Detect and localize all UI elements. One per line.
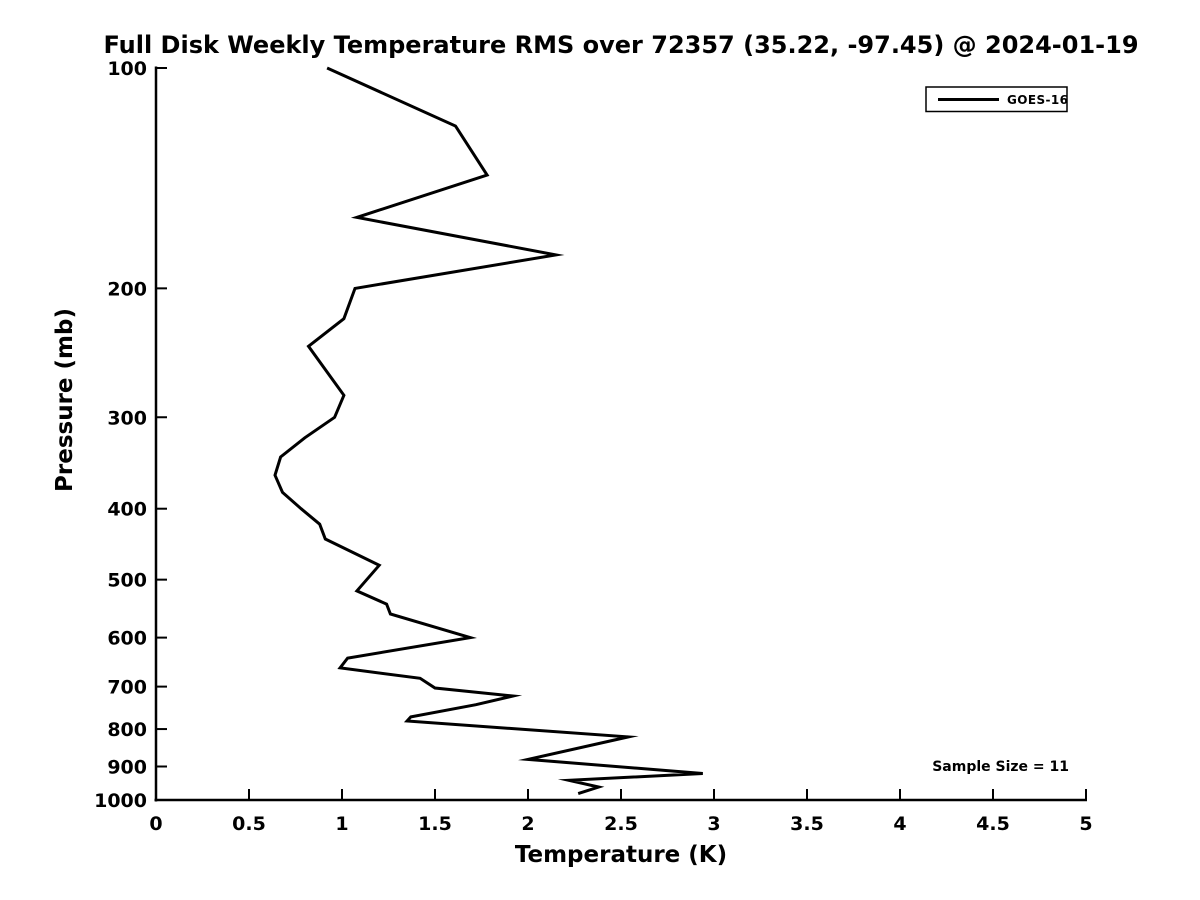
y-tick-label: 800: [107, 719, 147, 741]
x-tick-label: 3.5: [790, 813, 824, 835]
y-axis-label: Pressure (mb): [52, 308, 78, 492]
y-tick-label: 300: [107, 407, 147, 429]
legend-label: GOES-16: [1007, 93, 1068, 107]
x-tick-label: 0: [149, 813, 162, 835]
x-tick-label: 5: [1079, 813, 1092, 835]
x-tick-label: 4: [893, 813, 906, 835]
y-axis-ticks: 100 200 300 400 500 600 700 800 900 1000: [94, 58, 167, 812]
series-line-goes16: [273, 66, 703, 796]
y-tick-label: 600: [107, 628, 147, 650]
y-tick-label: 1000: [94, 790, 147, 812]
x-tick-label: 2.5: [604, 813, 638, 835]
y-tick-label: 200: [107, 278, 147, 300]
sample-size-annotation: Sample Size = 11: [932, 759, 1069, 775]
x-tick-label: 2: [521, 813, 534, 835]
y-tick-label: 700: [107, 677, 147, 699]
x-axis-label: Temperature (K): [515, 842, 727, 868]
axes-spines: [154, 66, 1087, 802]
y-tick-label: 900: [107, 757, 147, 779]
chart-title: Full Disk Weekly Temperature RMS over 72…: [103, 31, 1138, 59]
y-tick-label: 500: [107, 570, 147, 592]
x-tick-label: 0.5: [232, 813, 266, 835]
x-tick-label: 3: [707, 813, 720, 835]
x-tick-label: 1: [335, 813, 348, 835]
x-tick-label: 4.5: [976, 813, 1010, 835]
y-tick-label: 400: [107, 499, 147, 521]
y-tick-label: 100: [107, 58, 147, 80]
x-axis-ticks: 0 0.5 1 1.5 2 2.5 3 3.5 4 4.5 5: [149, 789, 1093, 835]
x-tick-label: 1.5: [418, 813, 452, 835]
legend: GOES-16: [925, 86, 1068, 113]
